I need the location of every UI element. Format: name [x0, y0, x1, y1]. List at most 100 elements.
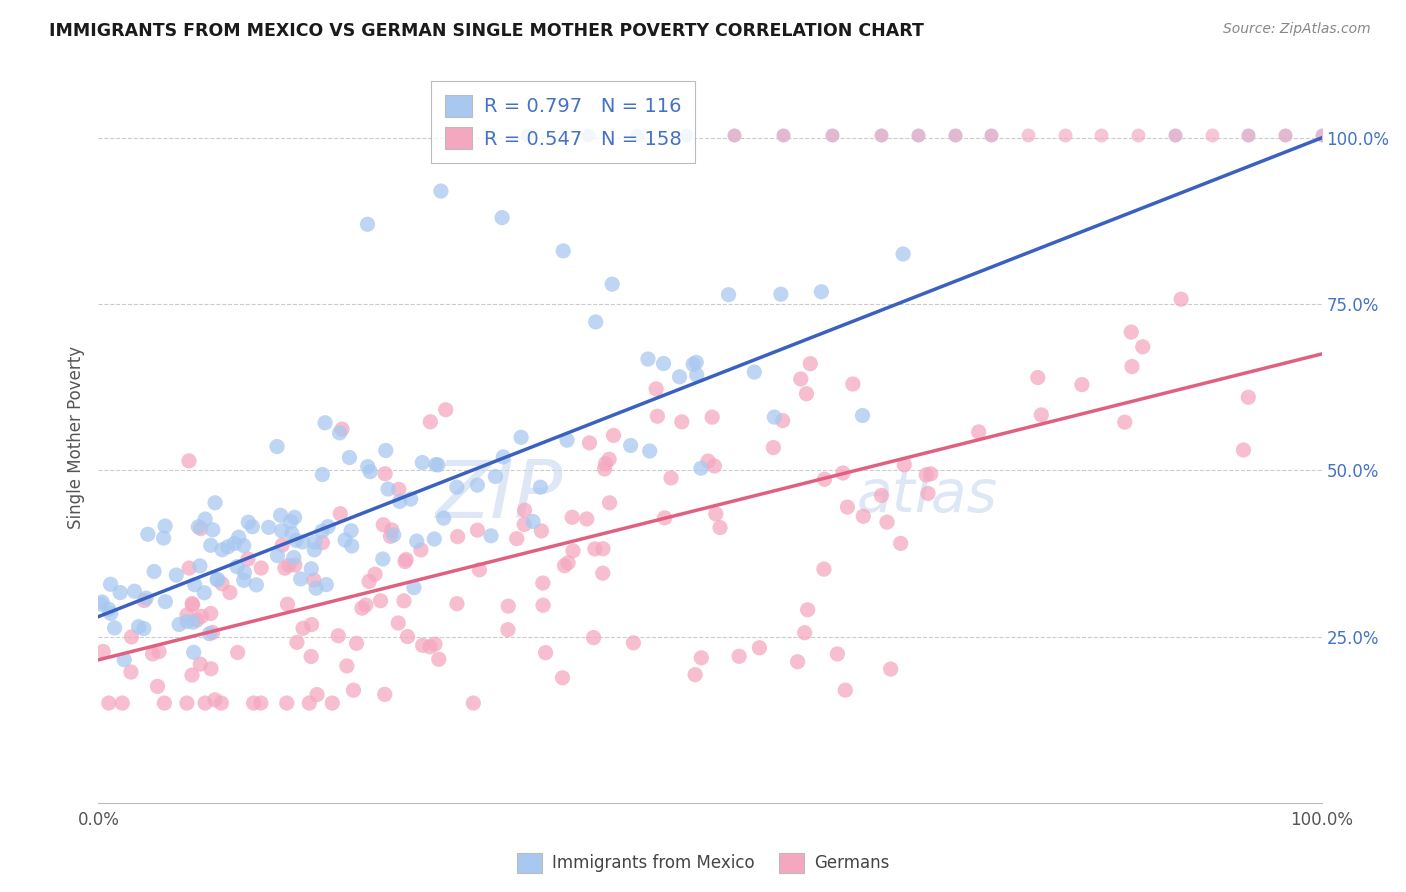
Point	[852, 509, 875, 524]
Point	[967, 425, 990, 439]
Point	[217, 540, 239, 554]
Point	[276, 597, 298, 611]
Point	[491, 211, 513, 225]
Point	[510, 430, 533, 444]
Point	[359, 574, 381, 589]
Point	[211, 542, 233, 557]
Point	[183, 645, 205, 659]
Point	[446, 597, 468, 611]
Point	[104, 621, 127, 635]
Point	[531, 598, 554, 612]
Point	[242, 696, 264, 710]
Point	[204, 693, 226, 707]
Point	[851, 409, 873, 423]
Point	[762, 441, 785, 455]
Point	[153, 696, 176, 710]
Point	[810, 285, 832, 299]
Point	[266, 440, 288, 454]
Point	[316, 519, 339, 533]
Point	[350, 601, 373, 615]
Point	[181, 615, 204, 630]
Point	[419, 415, 441, 429]
Point	[1090, 128, 1112, 142]
Point	[240, 519, 263, 533]
Point	[980, 128, 1002, 142]
Point	[1310, 128, 1333, 142]
Point	[274, 561, 297, 575]
Point	[321, 696, 343, 710]
Point	[717, 287, 740, 301]
Point	[91, 644, 114, 658]
Point	[292, 621, 315, 635]
Point	[772, 128, 794, 142]
Point	[291, 535, 314, 549]
Point	[534, 646, 557, 660]
Point	[148, 644, 170, 658]
Point	[728, 649, 751, 664]
Point	[786, 655, 808, 669]
Point	[181, 668, 204, 682]
Point	[515, 128, 537, 142]
Point	[200, 662, 222, 676]
Point	[468, 563, 491, 577]
Point	[200, 607, 222, 621]
Point	[176, 696, 198, 710]
Point	[374, 467, 396, 481]
Point	[285, 533, 308, 548]
Point	[226, 559, 249, 574]
Point	[748, 640, 770, 655]
Point	[412, 639, 434, 653]
Point	[396, 630, 419, 644]
Point	[188, 558, 211, 573]
Point	[813, 472, 835, 486]
Point	[346, 636, 368, 650]
Point	[186, 613, 208, 627]
Point	[271, 538, 294, 552]
Point	[433, 511, 456, 525]
Point	[193, 586, 215, 600]
Point	[120, 665, 142, 679]
Point	[870, 128, 893, 142]
Point	[314, 416, 336, 430]
Point	[870, 488, 893, 502]
Point	[201, 523, 224, 537]
Point	[205, 573, 228, 587]
Point	[813, 562, 835, 576]
Point	[201, 625, 224, 640]
Point	[167, 617, 190, 632]
Point	[513, 503, 536, 517]
Point	[555, 433, 578, 447]
Point	[377, 482, 399, 496]
Point	[336, 659, 359, 673]
Point	[142, 647, 165, 661]
Point	[790, 372, 813, 386]
Point	[329, 425, 352, 440]
Point	[522, 515, 544, 529]
Point	[194, 512, 217, 526]
Point	[152, 531, 174, 545]
Point	[821, 128, 844, 142]
Point	[280, 515, 302, 529]
Point	[190, 609, 212, 624]
Point	[595, 457, 617, 471]
Point	[652, 357, 675, 371]
Point	[405, 534, 427, 549]
Point	[980, 128, 1002, 142]
Point	[387, 615, 409, 630]
Point	[686, 368, 709, 382]
Point	[1274, 128, 1296, 142]
Point	[446, 530, 468, 544]
Point	[187, 520, 209, 534]
Point	[179, 561, 201, 575]
Point	[340, 539, 363, 553]
Point	[557, 556, 579, 570]
Point	[315, 577, 337, 591]
Point	[146, 679, 169, 693]
Point	[211, 576, 233, 591]
Point	[645, 382, 668, 396]
Point	[1310, 128, 1333, 142]
Point	[328, 629, 350, 643]
Point	[1017, 128, 1039, 142]
Point	[340, 524, 363, 538]
Point	[562, 544, 585, 558]
